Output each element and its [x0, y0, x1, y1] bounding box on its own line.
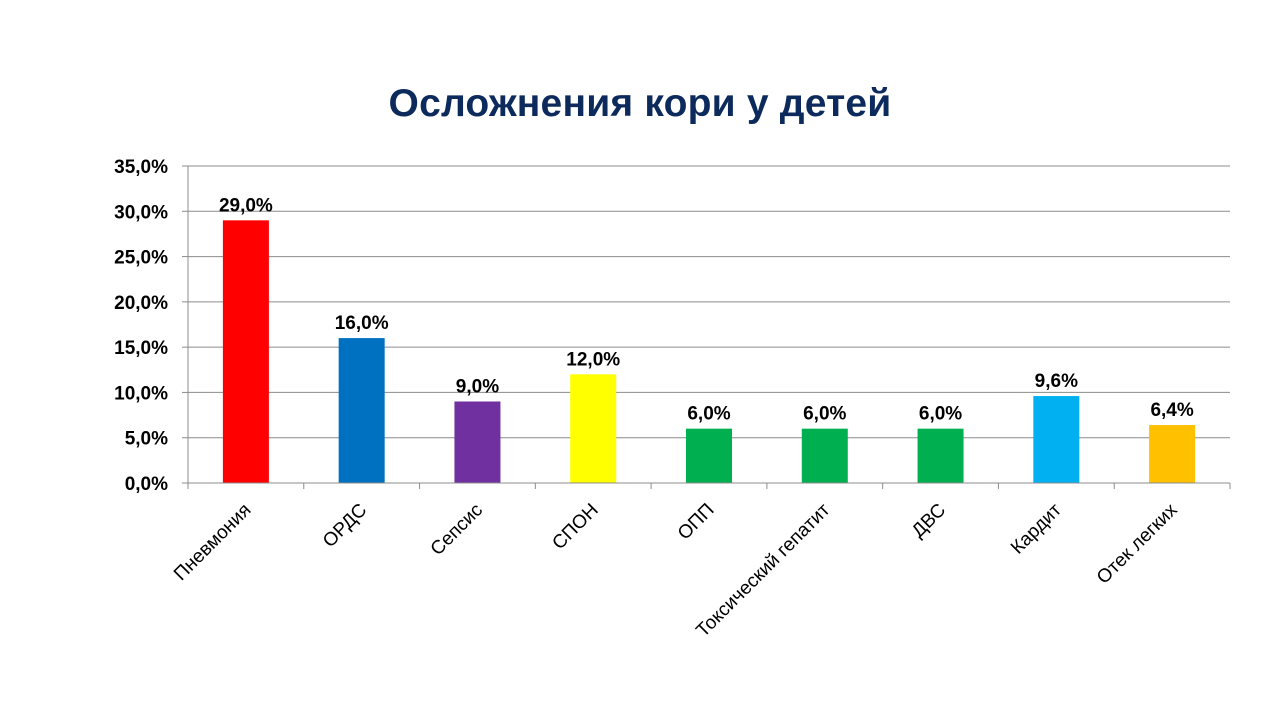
data-label: 6,0% — [803, 404, 846, 425]
bar — [801, 428, 848, 483]
x-tick-label: СПОН — [548, 500, 602, 554]
chart-title: Осложнения кори у детей — [388, 82, 892, 125]
x-tick-label: Отек легких — [1093, 499, 1182, 588]
data-label: 9,0% — [456, 376, 499, 397]
bar — [222, 220, 269, 484]
x-tick-label: ОРДС — [319, 500, 371, 552]
y-tick-label: 0,0% — [125, 474, 168, 495]
x-tick-label: Токсический гепатит — [692, 499, 834, 641]
bars — [222, 220, 1196, 484]
data-label: 16,0% — [335, 313, 389, 334]
bar — [1149, 425, 1196, 483]
data-labels: 29,0% 16,0% 9,0% 12,0% 6,0% 6,0% 6,0% 9,6% 6,4% — [219, 195, 1194, 424]
bar — [686, 428, 732, 483]
data-label: 6,0% — [919, 404, 962, 425]
x-tick-label: Пневмония — [170, 500, 255, 585]
data-label: 12,0% — [566, 349, 620, 370]
y-tick-label: 5,0% — [125, 429, 168, 450]
x-tick-label: ДВС — [908, 500, 950, 542]
data-label: 29,0% — [219, 195, 273, 216]
y-tick-label: 25,0% — [114, 248, 168, 269]
bar — [338, 338, 385, 483]
data-label: 6,4% — [1150, 400, 1193, 421]
bar — [570, 374, 617, 483]
y-axis: 0,0% 5,0% 10,0% 15,0% 20,0% 25,0% 30,0% 35,0% — [114, 157, 189, 495]
bar — [917, 428, 964, 483]
data-label: 9,6% — [1035, 371, 1078, 392]
x-tick-label: ОПП — [674, 500, 719, 545]
bar — [454, 401, 501, 483]
y-tick-label: 20,0% — [114, 293, 168, 314]
x-tick-label: Сепсис — [427, 500, 487, 560]
y-tick-label: 30,0% — [114, 202, 168, 223]
y-tick-label: 10,0% — [114, 383, 168, 404]
bar — [1033, 396, 1080, 483]
x-tick-label: Кардит — [1007, 499, 1066, 558]
y-tick-label: 15,0% — [114, 338, 168, 359]
y-tick-label: 35,0% — [114, 157, 168, 178]
data-label: 6,0% — [687, 404, 730, 425]
